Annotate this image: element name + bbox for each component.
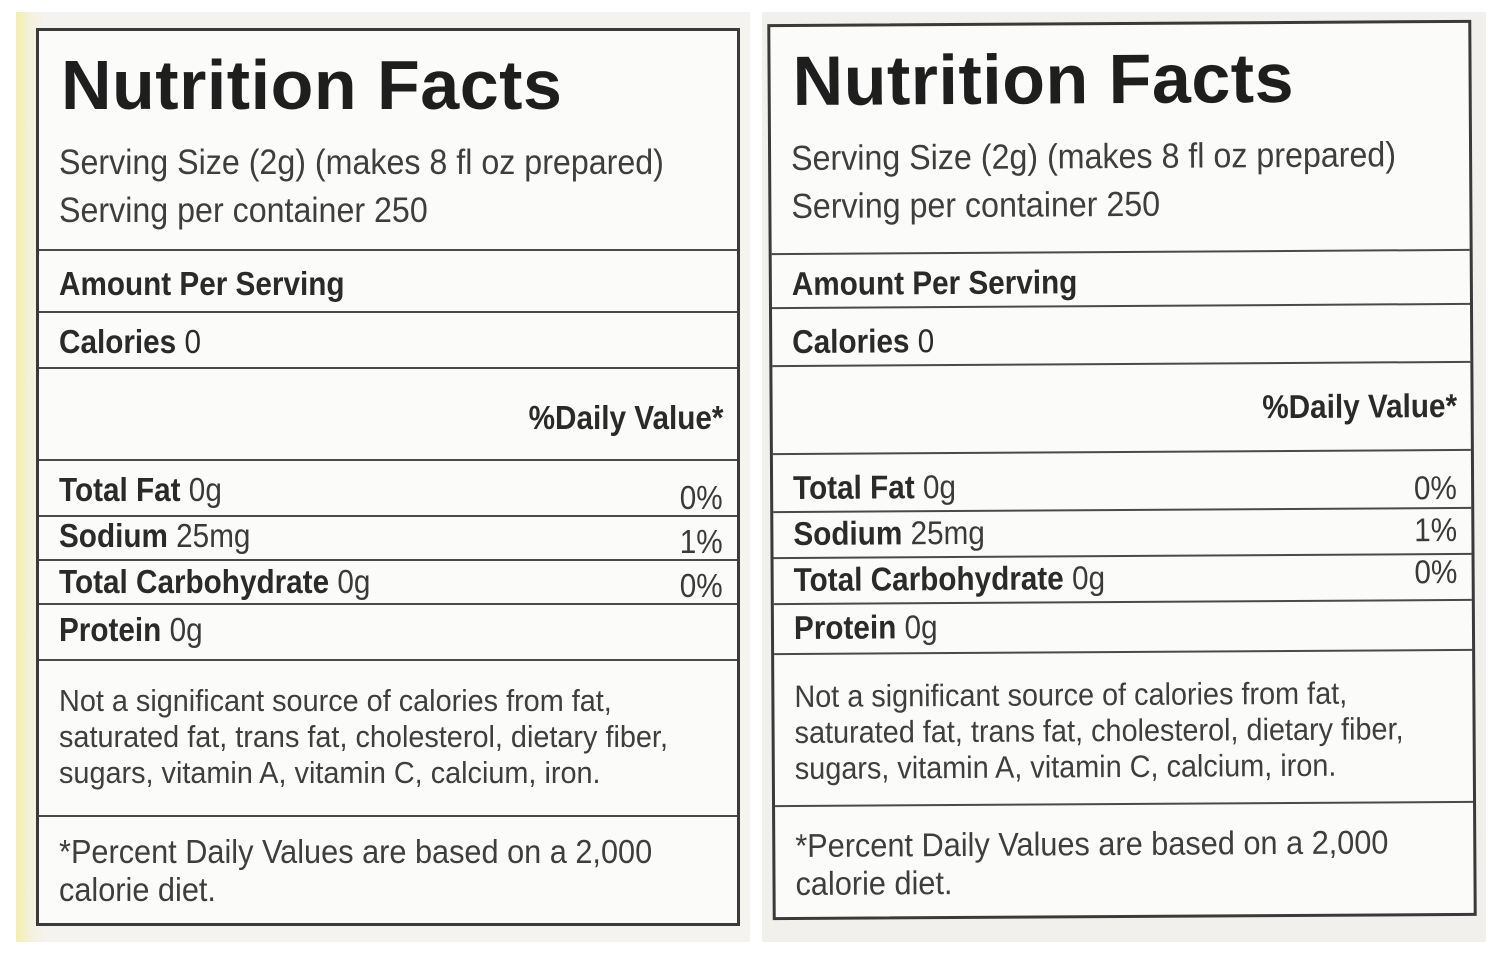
footnote-line: calorie diet. <box>795 864 953 903</box>
servings-per-container: Serving per container 250 <box>59 191 428 230</box>
note-line: Not a significant source of calories fro… <box>794 675 1348 715</box>
nutrient-amount: 0g <box>188 471 222 508</box>
divider <box>39 249 737 251</box>
note-line: saturated fat, trans fat, cholesterol, d… <box>794 711 1404 751</box>
footnote-line: calorie diet. <box>59 871 216 908</box>
serving-size: Serving Size (2g) (makes 8 fl oz prepare… <box>790 135 1397 179</box>
divider <box>39 559 737 561</box>
daily-value-footnote: *Percent Daily Values are based on a 2,0… <box>795 823 1465 903</box>
servings-per-container: Serving per container 250 <box>791 184 1161 227</box>
note-line: sugars, vitamin A, vitamin C, calcium, i… <box>59 755 601 790</box>
not-significant-note: Not a significant source of calories fro… <box>59 683 729 791</box>
nutrient-amount: 0g <box>922 468 957 506</box>
nutrient-amount: 0g <box>337 563 371 600</box>
nutrient-name: Total Fat <box>792 468 915 507</box>
footnote-line: *Percent Daily Values are based on a 2,0… <box>795 823 1389 865</box>
amount-per-serving: Amount Per Serving <box>59 265 345 302</box>
divider <box>771 248 1470 256</box>
divider <box>39 515 737 517</box>
calories-value: 0 <box>917 322 935 360</box>
calories-row: Calories 0 <box>59 323 201 361</box>
serving-size: Serving Size (2g) (makes 8 fl oz prepare… <box>59 143 664 182</box>
nutrient-dv: 1% <box>1414 510 1458 549</box>
nutrition-label-right: Nutrition Facts Serving Size (2g) (makes… <box>767 19 1477 921</box>
nutrient-name: Protein <box>59 611 162 648</box>
calories-row: Calories 0 <box>792 322 934 361</box>
label-title: Nutrition Facts <box>61 46 563 124</box>
amount-per-serving: Amount Per Serving <box>791 263 1078 303</box>
nutrient-name: Total Carbohydrate <box>793 559 1064 599</box>
nutrient-total-fat: Total Fat 0g <box>59 471 222 509</box>
divider <box>773 598 1472 606</box>
nutrient-amount: 25mg <box>910 513 985 552</box>
nutrient-protein: Protein 0g <box>794 608 938 647</box>
divider <box>39 311 737 313</box>
nutrient-dv: 0% <box>680 567 723 604</box>
footnote-line: *Percent Daily Values are based on a 2,0… <box>59 833 653 870</box>
divider <box>39 459 737 461</box>
calories-label: Calories <box>792 322 910 361</box>
note-line: saturated fat, trans fat, cholesterol, d… <box>59 719 668 754</box>
nutrient-name: Total Fat <box>59 471 181 508</box>
calories-value: 0 <box>184 323 201 360</box>
divider <box>39 367 737 369</box>
daily-value-header: %Daily Value* <box>528 399 723 436</box>
nutrient-amount: 0g <box>1071 559 1106 597</box>
nutrient-sodium: Sodium 25mg <box>59 517 250 555</box>
note-line: sugars, vitamin A, vitamin C, calcium, i… <box>794 747 1337 787</box>
divider <box>39 815 737 817</box>
nutrient-amount: 0g <box>904 608 938 646</box>
divider <box>773 552 1472 560</box>
divider <box>39 659 737 661</box>
nutrient-name: Sodium <box>793 514 903 553</box>
nutrition-label-left: Nutrition Facts Serving Size (2g) (makes… <box>36 28 740 926</box>
note-line: Not a significant source of calories fro… <box>59 683 612 718</box>
nutrient-amount: 25mg <box>176 517 251 554</box>
calories-label: Calories <box>59 323 177 360</box>
nutrient-dv: 1% <box>680 523 723 560</box>
nutrient-name: Sodium <box>59 517 168 554</box>
nutrient-sodium: Sodium 25mg <box>793 514 985 553</box>
divider <box>39 603 737 605</box>
divider <box>773 506 1472 514</box>
divider <box>772 360 1471 368</box>
nutrient-total-fat: Total Fat 0g <box>793 468 956 507</box>
label-title: Nutrition Facts <box>792 38 1295 121</box>
nutrient-name: Protein <box>793 608 897 647</box>
nutrient-amount: 0g <box>169 611 203 648</box>
divider <box>771 302 1470 310</box>
nutrient-total-carbohydrate: Total Carbohydrate 0g <box>59 563 370 601</box>
nutrient-dv: 0% <box>1414 552 1458 591</box>
daily-value-header: %Daily Value* <box>1261 386 1457 426</box>
nutrient-protein: Protein 0g <box>59 611 203 649</box>
nutrient-name: Total Carbohydrate <box>59 563 330 600</box>
nutrient-dv: 0% <box>1414 468 1458 507</box>
not-significant-note: Not a significant source of calories fro… <box>794 675 1464 787</box>
divider <box>774 648 1473 656</box>
nutrient-total-carbohydrate: Total Carbohydrate 0g <box>794 559 1106 599</box>
divider <box>775 800 1474 808</box>
daily-value-footnote: *Percent Daily Values are based on a 2,0… <box>59 833 729 909</box>
divider <box>772 448 1471 456</box>
nutrient-dv: 0% <box>680 479 723 516</box>
